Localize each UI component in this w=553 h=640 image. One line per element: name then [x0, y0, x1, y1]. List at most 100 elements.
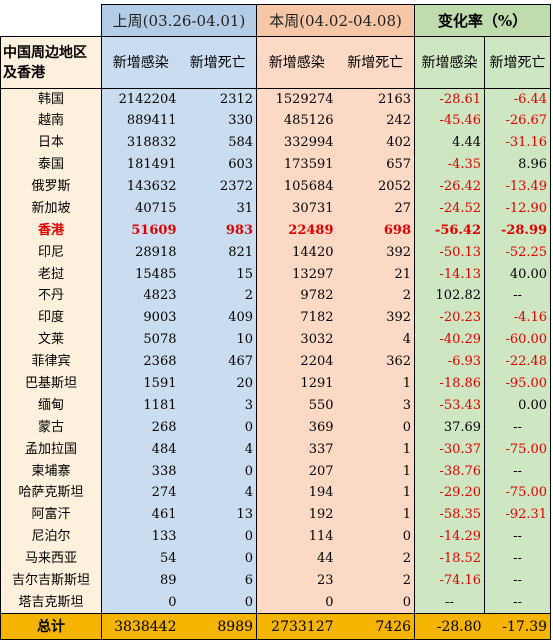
- row-this-deaths: 657: [336, 154, 415, 177]
- table-row: 尼泊尔 133 0 114 0 -14.29 --: [0, 526, 552, 549]
- row-last-infections: 2368: [101, 351, 180, 374]
- header-row-metrics: 中国周边地区及香港 新增感染 新增死亡 新增感染 新增死亡 新增感染 新增死亡: [0, 36, 552, 89]
- row-name: 阿富汗: [0, 504, 102, 527]
- row-last-infections: 1591: [101, 373, 180, 395]
- row-change-infections: -74.16: [414, 570, 486, 592]
- row-this-deaths: 1: [336, 482, 415, 505]
- row-this-infections: 23: [256, 570, 337, 592]
- table-row: 马来西亚 54 0 44 2 -18.52 --: [0, 548, 552, 571]
- row-change-deaths: -60.00: [484, 329, 552, 352]
- row-change-deaths: --: [484, 570, 552, 592]
- row-name: 印尼: [0, 241, 102, 264]
- table-row: 缅甸 1181 3 550 3 -53.43 0.00: [0, 394, 552, 417]
- row-change-infections: 37.69: [414, 416, 486, 439]
- row-change-infections: -50.13: [414, 241, 486, 264]
- table-row: 吉尔吉斯斯坦 89 6 23 2 -74.16 --: [0, 570, 552, 592]
- row-last-deaths: 330: [179, 110, 257, 133]
- row-change-deaths: -31.16: [484, 132, 552, 155]
- row-this-infections: 114: [256, 526, 337, 549]
- table-row: 韩国 2142204 2312 1529274 2163 -28.61 -6.44: [0, 88, 552, 111]
- row-this-deaths: 392: [336, 307, 415, 330]
- total-last-infections: 3838442: [101, 613, 180, 640]
- row-this-deaths: 392: [336, 241, 415, 264]
- row-this-deaths: 362: [336, 351, 415, 374]
- row-last-deaths: 4: [179, 482, 257, 505]
- row-change-infections: -14.13: [414, 263, 486, 286]
- row-last-deaths: 2312: [179, 88, 257, 111]
- row-this-infections: 9782: [256, 285, 337, 308]
- row-change-infections: -18.86: [414, 373, 486, 395]
- row-last-infections: 338: [101, 460, 180, 483]
- row-name: 菲律宾: [0, 351, 102, 374]
- row-change-infections: -28.61: [414, 88, 486, 111]
- row-name: 韩国: [0, 88, 102, 111]
- header-change-infections: 新增感染: [414, 36, 486, 89]
- row-name: 哈萨克斯坦: [0, 482, 102, 505]
- row-change-deaths: -6.44: [484, 88, 552, 111]
- covid-weekly-table: 上周(03.26-04.01) 本周(04.02-04.08) 变化率（%） 中…: [0, 4, 552, 640]
- row-this-deaths: 2: [336, 570, 415, 592]
- row-last-infections: 484: [101, 438, 180, 461]
- row-change-infections: -30.37: [414, 438, 486, 461]
- header-this-infections: 新增感染: [256, 36, 337, 89]
- row-last-deaths: 584: [179, 132, 257, 155]
- total-change-deaths: -17.39: [484, 613, 552, 640]
- row-last-infections: 15485: [101, 263, 180, 286]
- table-row: 柬埔寨 338 0 207 1 -38.76 --: [0, 460, 552, 483]
- row-change-infections: -38.76: [414, 460, 486, 483]
- header-this-week: 本周(04.02-04.08): [256, 4, 415, 37]
- row-change-deaths: --: [484, 548, 552, 571]
- row-name: 塔吉克斯坦: [0, 591, 102, 614]
- row-change-infections: -18.52: [414, 548, 486, 571]
- row-this-deaths: 2052: [336, 176, 415, 198]
- row-this-infections: 550: [256, 394, 337, 417]
- row-this-infections: 485126: [256, 110, 337, 133]
- table-row: 塔吉克斯坦 0 0 0 0 -- --: [0, 591, 552, 614]
- header-row-periods: 上周(03.26-04.01) 本周(04.02-04.08) 变化率（%）: [0, 4, 552, 37]
- row-last-infections: 4823: [101, 285, 180, 308]
- row-change-infections: 102.82: [414, 285, 486, 308]
- row-last-infections: 0: [101, 591, 180, 614]
- row-last-deaths: 2: [179, 285, 257, 308]
- row-last-infections: 143632: [101, 176, 180, 198]
- row-name: 柬埔寨: [0, 460, 102, 483]
- row-change-deaths: -26.67: [484, 110, 552, 133]
- row-last-deaths: 15: [179, 263, 257, 286]
- row-name: 尼泊尔: [0, 526, 102, 549]
- row-name: 文莱: [0, 329, 102, 352]
- row-this-deaths: 27: [336, 197, 415, 220]
- row-this-infections: 337: [256, 438, 337, 461]
- row-change-deaths: --: [484, 285, 552, 308]
- row-change-deaths: -75.00: [484, 438, 552, 461]
- total-this-infections: 2733127: [256, 613, 337, 640]
- row-this-deaths: 242: [336, 110, 415, 133]
- row-this-deaths: 2: [336, 285, 415, 308]
- row-last-deaths: 983: [179, 219, 257, 242]
- table-row: 菲律宾 2368 467 2204 362 -6.93 -22.48: [0, 351, 552, 374]
- header-region: 中国周边地区及香港: [0, 36, 102, 89]
- row-this-deaths: 402: [336, 132, 415, 155]
- table-row: 印尼 28918 821 14420 392 -50.13 -52.25: [0, 241, 552, 264]
- row-this-infections: 194: [256, 482, 337, 505]
- row-change-infections: 4.44: [414, 132, 486, 155]
- total-this-deaths: 7426: [336, 613, 415, 640]
- table-row: 老挝 15485 15 13297 21 -14.13 40.00: [0, 263, 552, 286]
- row-name: 巴基斯坦: [0, 373, 102, 395]
- row-last-infections: 40715: [101, 197, 180, 220]
- row-change-infections: -4.35: [414, 154, 486, 177]
- row-this-infections: 13297: [256, 263, 337, 286]
- row-last-deaths: 0: [179, 526, 257, 549]
- row-this-infections: 332994: [256, 132, 337, 155]
- table-row: 巴基斯坦 1591 20 1291 1 -18.86 -95.00: [0, 373, 552, 395]
- row-change-infections: -40.29: [414, 329, 486, 352]
- header-last-deaths: 新增死亡: [179, 36, 257, 89]
- row-change-deaths: -52.25: [484, 241, 552, 264]
- row-change-deaths: -22.48: [484, 351, 552, 374]
- row-name: 缅甸: [0, 394, 102, 417]
- row-name: 孟加拉国: [0, 438, 102, 461]
- row-name: 吉尔吉斯斯坦: [0, 570, 102, 592]
- row-last-deaths: 13: [179, 504, 257, 527]
- row-last-deaths: 10: [179, 329, 257, 352]
- row-this-deaths: 3: [336, 394, 415, 417]
